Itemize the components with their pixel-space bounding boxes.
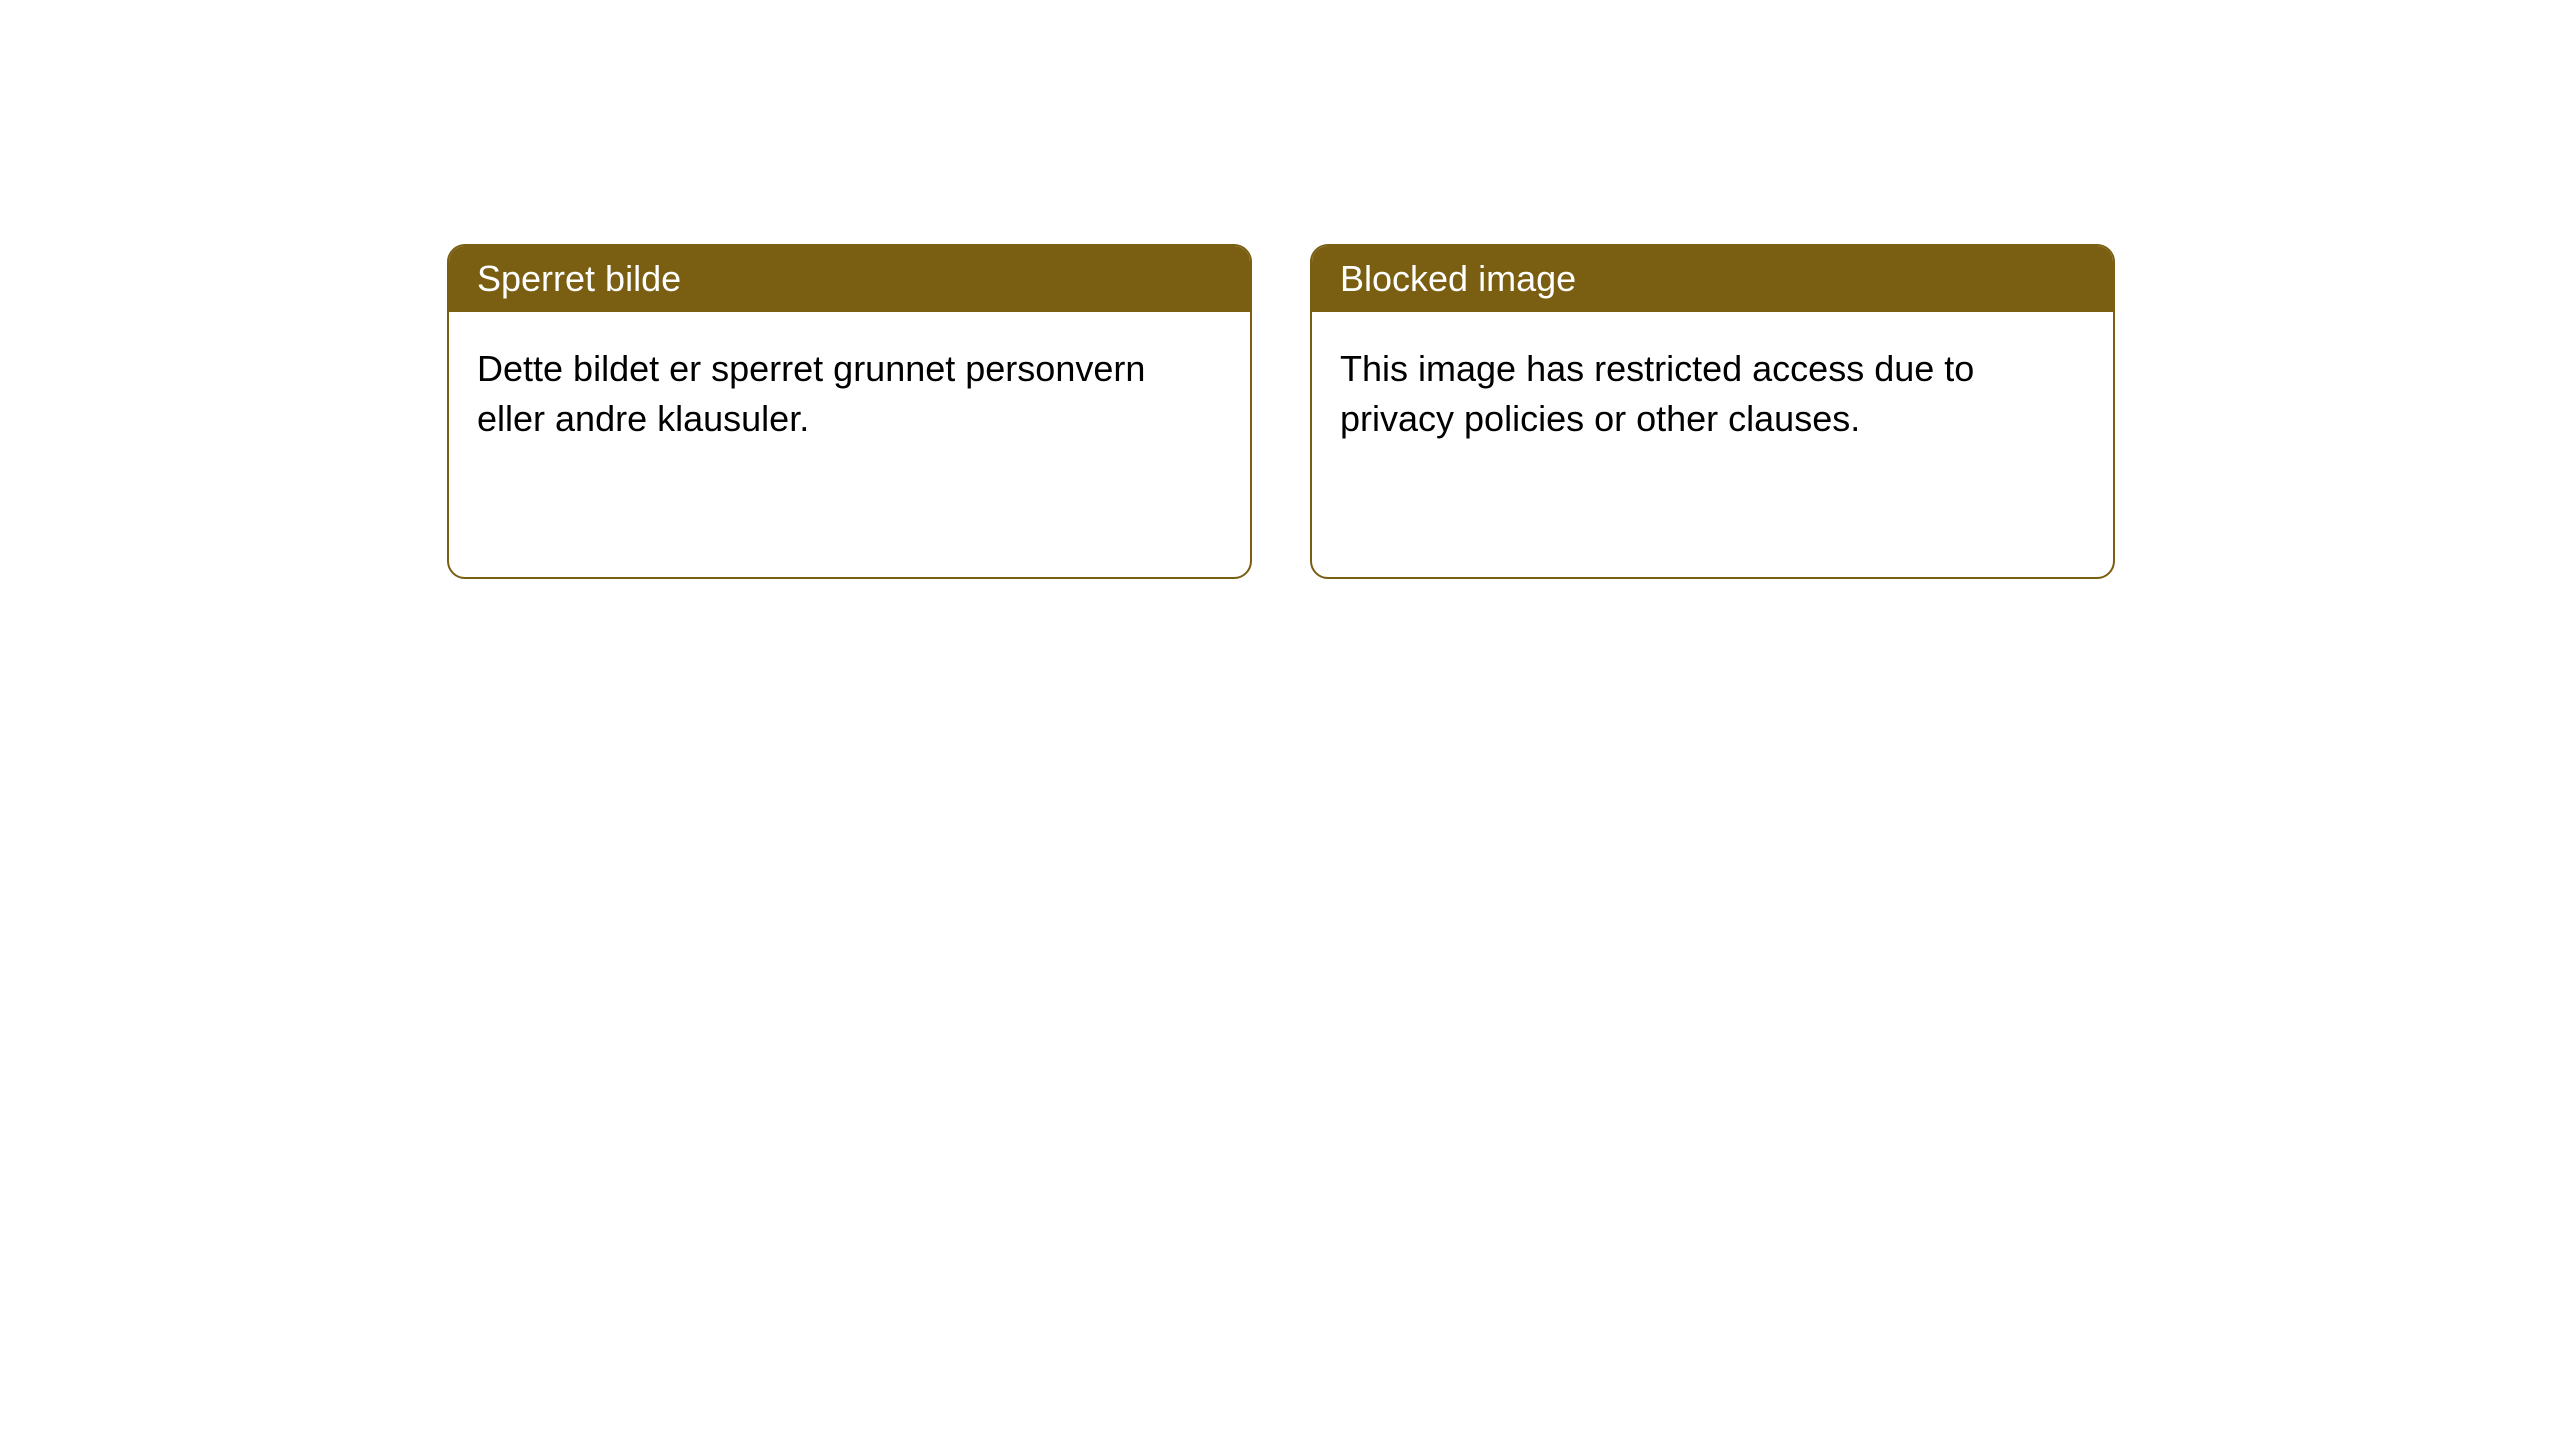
notice-body-norwegian: Dette bildet er sperret grunnet personve…	[449, 312, 1250, 477]
notice-body-english: This image has restricted access due to …	[1312, 312, 2113, 477]
notice-text-english: This image has restricted access due to …	[1340, 348, 1974, 439]
notices-container: Sperret bilde Dette bildet er sperret gr…	[447, 244, 2115, 579]
notice-card-norwegian: Sperret bilde Dette bildet er sperret gr…	[447, 244, 1252, 579]
notice-card-english: Blocked image This image has restricted …	[1310, 244, 2115, 579]
notice-text-norwegian: Dette bildet er sperret grunnet personve…	[477, 348, 1145, 439]
notice-title-english: Blocked image	[1340, 258, 1576, 299]
notice-header-english: Blocked image	[1312, 246, 2113, 312]
notice-title-norwegian: Sperret bilde	[477, 258, 681, 299]
notice-header-norwegian: Sperret bilde	[449, 246, 1250, 312]
